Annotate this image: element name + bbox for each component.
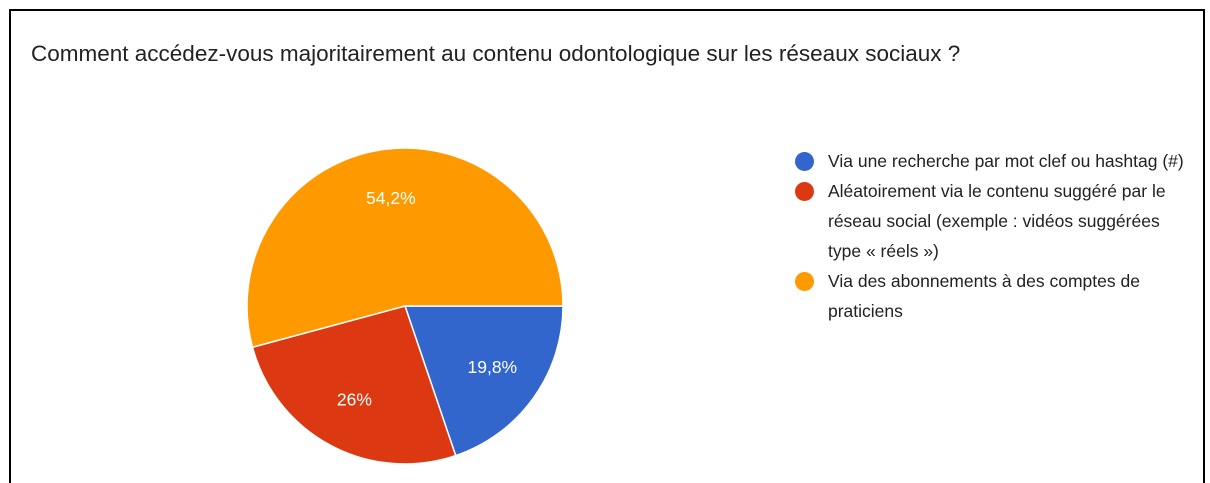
chart-title: Comment accédez-vous majoritairement au …	[31, 41, 960, 66]
legend: Via une recherche par mot clef ou hashta…	[793, 146, 1193, 326]
pie-slice	[246, 147, 564, 349]
legend-label: Via des abonnements à des comptes de pra…	[828, 271, 1140, 321]
slice-label: 54,2%	[366, 188, 416, 208]
pie-slice	[403, 305, 564, 457]
card-border	[9, 9, 1205, 483]
legend-swatch	[795, 182, 814, 201]
slice-label: 19,8%	[468, 357, 518, 377]
slice-label: 26%	[337, 389, 372, 409]
legend-swatch	[795, 152, 814, 171]
legend-item: Aléatoirement via le contenu suggéré par…	[793, 176, 1193, 266]
pie-slice	[251, 305, 457, 465]
legend-label: Aléatoirement via le contenu suggéré par…	[828, 181, 1166, 261]
legend-swatch	[795, 272, 814, 291]
pie: 19,8% 26% 54,2%	[246, 147, 564, 465]
legend-item: Via une recherche par mot clef ou hashta…	[793, 146, 1193, 176]
legend-item: Via des abonnements à des comptes de pra…	[793, 266, 1193, 326]
legend-label: Via une recherche par mot clef ou hashta…	[828, 151, 1184, 171]
